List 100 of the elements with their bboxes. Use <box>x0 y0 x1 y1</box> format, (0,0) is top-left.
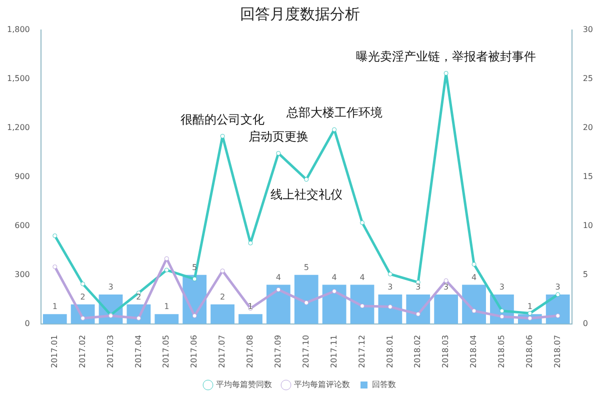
point <box>192 314 197 318</box>
data-label: 1 <box>527 302 532 312</box>
data-label: 4 <box>360 272 365 282</box>
x-tick-label: 2017.03 <box>106 334 115 368</box>
annotation: 很酷的公司文化 <box>180 112 265 126</box>
point <box>556 292 560 297</box>
bar <box>154 314 179 324</box>
y2-tick-label: 15 <box>582 172 594 182</box>
y2-tick-label: 30 <box>582 25 594 34</box>
x-tick-label: 2017.08 <box>246 334 255 368</box>
point <box>164 268 169 272</box>
data-label: 4 <box>276 272 281 282</box>
x-tick-label: 2018.04 <box>469 334 478 368</box>
annotation: 曝光卖淫产业链，举报者被封事件 <box>356 49 536 64</box>
point <box>528 311 532 316</box>
data-label: 4 <box>332 272 337 282</box>
point <box>500 314 504 319</box>
data-label: 3 <box>108 282 114 292</box>
point <box>500 308 504 314</box>
point <box>52 264 58 270</box>
point <box>220 134 225 138</box>
point <box>444 278 448 283</box>
legend-label: 回答数 <box>372 380 396 390</box>
bar <box>294 274 318 324</box>
bar <box>210 304 234 324</box>
data-label: 1 <box>164 302 170 312</box>
x-tick-label: 2017.02 <box>78 334 87 368</box>
data-label: 2 <box>80 292 86 302</box>
x-tick-label: 2017.10 <box>301 334 310 368</box>
point <box>556 314 560 318</box>
point <box>304 177 309 182</box>
point <box>52 233 58 238</box>
point <box>276 151 281 156</box>
point <box>360 220 364 225</box>
data-label: 2 <box>136 292 142 302</box>
y-tick-label: 600 <box>14 221 30 230</box>
point <box>416 312 420 316</box>
bar <box>42 314 67 324</box>
x-tick-label: 2017.05 <box>162 334 171 368</box>
bar <box>266 284 290 324</box>
y2-tick-label: 0 <box>582 318 588 328</box>
bar <box>322 284 346 324</box>
data-label: 5 <box>304 263 309 272</box>
x-tick-label: 2018.01 <box>385 334 394 368</box>
x-tick-label: 2017.07 <box>218 334 227 368</box>
point <box>472 308 476 314</box>
x-tick-label: 2017.11 <box>329 334 338 368</box>
data-label: 1 <box>52 302 58 312</box>
point <box>276 287 281 292</box>
y2-tick-label: 20 <box>582 123 594 132</box>
x-tick-label: 2018.02 <box>413 334 422 368</box>
x-tick-label: 2017.04 <box>134 334 143 368</box>
x-tick-label: 2018.05 <box>497 334 506 368</box>
x-tick-label: 2018.03 <box>441 334 450 368</box>
point <box>332 289 337 294</box>
point <box>360 304 364 308</box>
y2-tick-label: 10 <box>582 221 594 230</box>
y-tick-label: 1,200 <box>6 123 30 132</box>
bar <box>238 314 262 324</box>
annotation: 线上社交礼仪 <box>270 188 342 202</box>
x-tick-label: 2017.12 <box>357 334 366 368</box>
annotation: 总部大楼工作环境 <box>285 106 382 120</box>
data-label: 3 <box>499 282 505 292</box>
y-tick-label: 1,800 <box>6 25 30 34</box>
point <box>332 127 337 132</box>
bar <box>378 294 402 324</box>
x-tick-label: 2018.07 <box>552 334 562 368</box>
y-tick-label: 0 <box>24 318 30 328</box>
point <box>388 272 392 276</box>
y2-tick-label: 25 <box>582 74 594 84</box>
data-label: 4 <box>471 272 477 282</box>
point <box>304 300 309 305</box>
point <box>388 304 392 310</box>
x-tick-label: 2017.01 <box>50 334 59 368</box>
point <box>444 71 448 76</box>
data-label: 2 <box>220 292 226 302</box>
bar <box>434 294 458 324</box>
legend-label: 平均每篇评论数 <box>294 380 350 390</box>
point <box>528 316 532 320</box>
annotation: 启动页更换 <box>248 129 308 144</box>
data-label: 3 <box>416 282 421 292</box>
data-label: 3 <box>388 282 393 292</box>
y-tick-label: 900 <box>14 172 30 182</box>
chart-title: 回答月度数据分析 <box>240 4 360 23</box>
bar <box>350 284 374 324</box>
point <box>164 256 169 261</box>
y-tick-label: 300 <box>14 270 30 280</box>
x-tick-label: 2017.09 <box>273 334 282 368</box>
data-label: 3 <box>444 282 449 292</box>
point <box>220 268 225 274</box>
bar <box>462 284 486 324</box>
point <box>80 282 86 286</box>
x-tick-label: 2017.06 <box>190 334 199 368</box>
y-tick-label: 1,500 <box>6 74 30 84</box>
data-label: 3 <box>555 282 560 292</box>
point <box>80 316 86 320</box>
point <box>472 262 476 267</box>
data-label: 1 <box>248 302 254 312</box>
y2-tick-label: 5 <box>582 270 588 280</box>
point <box>136 316 141 320</box>
